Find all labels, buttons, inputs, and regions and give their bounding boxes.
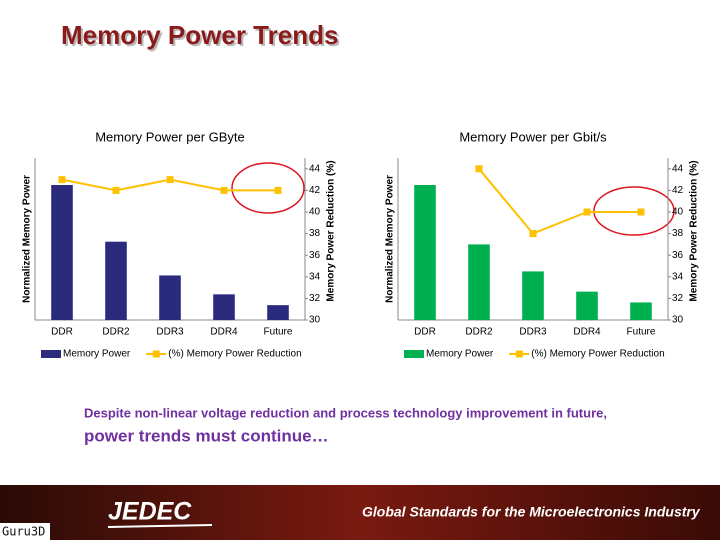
slide-title: Memory Power Trends [61,20,338,50]
legend-swatch [152,350,160,358]
x-tick-label: Future [264,327,293,338]
legend-swatch [41,350,61,358]
x-tick-label: Future [627,327,656,338]
y2-tick-label: 38 [672,228,684,239]
y2-tick-label: 38 [309,228,321,239]
x-tick-label: DDR4 [210,327,238,338]
x-tick-label: DDR3 [156,327,184,338]
y-axis-label: Normalized Memory Power [385,175,396,303]
bar [213,294,235,320]
x-tick-label: DDR4 [573,327,601,338]
x-tick-label: DDR2 [102,327,130,338]
y2-tick-label: 42 [672,185,684,196]
logo-underline [107,524,213,528]
bar [105,241,127,320]
bar [414,185,436,320]
bar [522,271,544,320]
bar [159,275,181,320]
line-marker [475,165,483,173]
line-marker [637,208,645,216]
legend-swatch [515,350,523,358]
x-tick-label: DDR [51,327,73,338]
y2-axis-label: Memory Power Reduction (%) [689,160,700,301]
y2-tick-label: 36 [309,250,321,261]
bar [51,185,73,320]
y2-tick-label: 40 [672,207,684,218]
bar [576,291,598,320]
legend-label: Memory Power [426,349,494,360]
line-marker [274,186,282,194]
y-axis-label: Normalized Memory Power [22,175,33,303]
title-shadow: Memory Power Trends [63,22,340,52]
caption-line: Despite non-linear voltage reduction and… [84,405,607,420]
line-marker [220,186,228,194]
bar [468,244,490,320]
y2-tick-label: 34 [672,271,684,282]
footer-tagline: Global Standards for the Microelectronic… [362,504,701,520]
caption-line: power trends must continue… [84,426,329,445]
watermark-bg [0,523,50,540]
x-tick-label: DDR [414,327,436,338]
line-marker [112,186,120,194]
bar [267,305,289,320]
highlight-circle [231,162,305,214]
y2-tick-label: 40 [309,207,321,218]
chart-title: Memory Power per GByte [95,129,245,144]
x-tick-label: DDR2 [465,327,493,338]
y2-tick-label: 32 [309,293,321,304]
y2-tick-label: 44 [672,163,684,174]
line [478,168,641,235]
footer-logo: JEDEC [108,498,192,526]
y2-tick-label: 32 [672,293,684,304]
y2-tick-label: 44 [309,163,321,174]
bar [630,302,652,320]
x-tick-label: DDR3 [519,327,547,338]
y2-tick-label: 34 [309,271,321,282]
legend-label: Memory Power [63,349,131,360]
watermark: Guru3D [2,525,45,539]
legend-swatch [404,350,424,358]
legend-label: (%) Memory Power Reduction [168,349,301,360]
line-marker [166,176,174,184]
chart-title: Memory Power per Gbit/s [459,129,607,144]
y2-tick-label: 30 [309,315,321,326]
legend-label: (%) Memory Power Reduction [531,349,664,360]
y2-axis-label: Memory Power Reduction (%) [326,160,337,301]
line-marker [583,208,591,216]
y2-tick-label: 42 [309,185,321,196]
line-marker [58,176,66,184]
line-marker [529,230,537,238]
footer-band [0,485,720,540]
y2-tick-label: 36 [672,250,684,261]
y2-tick-label: 30 [672,315,684,326]
